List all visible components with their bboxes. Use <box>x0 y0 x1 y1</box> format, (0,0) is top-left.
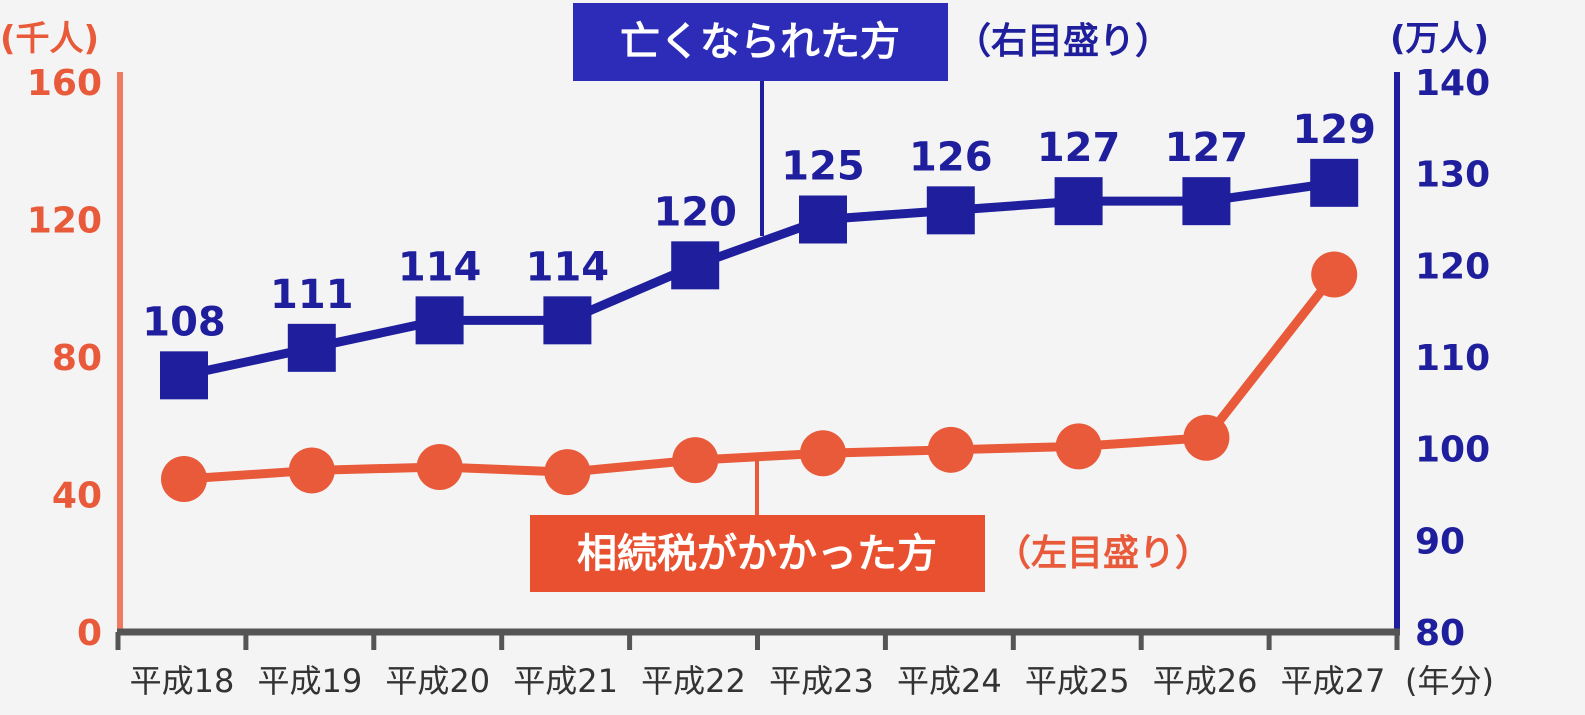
right-tick-label: 90 <box>1415 521 1465 562</box>
blue-data-label: 129 <box>1292 107 1376 153</box>
blue-series-point <box>543 296 592 345</box>
blue-data-label: 127 <box>1037 125 1121 171</box>
blue-data-label: 127 <box>1165 125 1249 171</box>
red-series-point <box>800 430 846 477</box>
blue-series-point <box>160 351 208 400</box>
blue-data-label: 120 <box>653 189 737 235</box>
blue-series-point <box>415 296 464 345</box>
blue-data-label: 126 <box>909 134 993 180</box>
right-axis-ticks: 80 90 100 110 120 130 140 <box>1415 63 1490 654</box>
blue-legend-label: 亡くなられた方 <box>620 19 900 65</box>
x-tick-label: 平成23 <box>769 662 874 700</box>
red-series-point <box>927 426 974 473</box>
x-tick-label: 平成21 <box>513 662 618 700</box>
blue-series-point <box>1054 177 1103 226</box>
x-tick-label: 平成19 <box>257 662 362 700</box>
blue-data-label: 125 <box>781 144 865 190</box>
blue-legend-box <box>573 3 948 81</box>
red-series-point <box>1311 251 1358 298</box>
red-series-point <box>544 449 591 496</box>
blue-series-point <box>1182 177 1231 226</box>
blue-data-label: 108 <box>142 299 226 345</box>
x-axis-unit: (年分) <box>1405 662 1494 700</box>
left-axis-ticks: 0 40 80 120 160 <box>27 63 102 654</box>
right-tick-label: 130 <box>1415 155 1490 196</box>
red-scale-note: （左目盛り） <box>995 533 1211 574</box>
blue-series-point <box>799 195 847 244</box>
blue-data-label: 114 <box>398 244 482 290</box>
left-tick-label: 80 <box>52 338 102 379</box>
right-tick-label: 100 <box>1415 430 1490 471</box>
blue-series-point <box>287 323 336 372</box>
left-tick-label: 120 <box>27 201 102 242</box>
blue-series-line <box>183 178 1335 380</box>
right-axis-unit: (万人) <box>1390 19 1489 59</box>
right-tick-label: 110 <box>1415 338 1490 379</box>
x-tick-label: 平成24 <box>897 662 1002 700</box>
red-legend-box <box>530 515 985 592</box>
red-series-point <box>1183 414 1230 461</box>
red-series-point <box>288 447 335 494</box>
red-series-point <box>161 456 207 503</box>
red-series-point <box>672 437 719 484</box>
red-series-point <box>416 444 463 490</box>
blue-data-labels: 108 111 114 114 120 125 126 127 127 129 <box>142 107 1376 346</box>
red-legend-label: 相続税がかかった方 <box>577 531 937 577</box>
blue-series-group <box>160 158 1359 400</box>
right-tick-label: 80 <box>1415 613 1465 654</box>
left-tick-label: 160 <box>27 63 102 104</box>
x-tick-label: 平成25 <box>1025 662 1130 700</box>
x-tick-label: 平成20 <box>385 662 490 700</box>
red-series-line <box>183 271 1338 484</box>
red-series-point <box>1055 423 1102 470</box>
right-tick-label: 140 <box>1415 63 1490 104</box>
red-series-group <box>161 251 1358 503</box>
x-tick-label: 平成27 <box>1281 662 1386 700</box>
right-tick-label: 120 <box>1415 246 1490 287</box>
left-axis-unit: (千人) <box>0 19 99 59</box>
x-axis-ticks: 平成18 平成19 平成20 平成21 平成22 平成23 平成24 平成25 平成26 平成27 <box>115 632 1400 700</box>
left-tick-label: 40 <box>52 476 102 517</box>
left-tick-label: 0 <box>77 613 102 654</box>
blue-scale-note: （右目盛り） <box>955 21 1171 62</box>
blue-series-point <box>1310 158 1359 207</box>
blue-data-label: 114 <box>526 244 610 290</box>
blue-series-point <box>671 241 720 290</box>
x-tick-label: 平成26 <box>1153 662 1258 700</box>
blue-data-label: 111 <box>270 272 354 318</box>
x-tick-label: 平成22 <box>641 662 746 700</box>
x-tick-label: 平成18 <box>130 662 235 700</box>
blue-series-point <box>926 186 975 235</box>
